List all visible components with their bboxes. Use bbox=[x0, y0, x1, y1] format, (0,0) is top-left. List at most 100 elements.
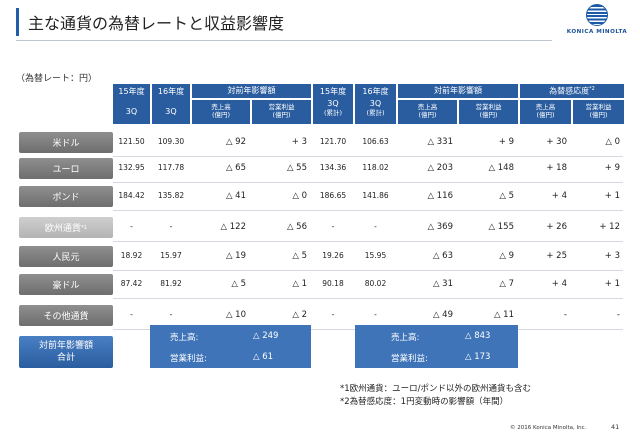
row-divider bbox=[113, 156, 623, 157]
table-cell-r15: - bbox=[130, 222, 133, 231]
total-box-quarter: 売上高: △ 249 営業利益: △ 61 bbox=[150, 325, 311, 368]
row-label: その他通貨 bbox=[19, 305, 113, 326]
table-cell-s: △ 92 bbox=[225, 137, 246, 147]
table-cell-c16: 106.63 bbox=[362, 137, 389, 146]
header-fy16-cum: 16年度 3Q (累計) bbox=[355, 84, 396, 124]
row-label: ポンド bbox=[19, 186, 113, 207]
page-title: 主な通貨の為替レートと収益影響度 bbox=[28, 14, 285, 33]
table-cell-ss: + 30 bbox=[546, 137, 567, 147]
total-cum-sales-label: 売上高: bbox=[391, 333, 420, 343]
table-cell-co: △ 7 bbox=[499, 279, 514, 289]
table-cell-cs: △ 116 bbox=[427, 191, 453, 201]
table-cell-o: △ 2 bbox=[292, 310, 307, 320]
total-cum-sales-value: △ 843 bbox=[465, 331, 491, 341]
title-underline bbox=[16, 40, 552, 41]
table-cell-c15: - bbox=[331, 310, 335, 319]
table-cell-c15: 121.70 bbox=[319, 137, 347, 146]
table-cell-cs: △ 31 bbox=[432, 279, 453, 289]
table-cell-so: + 9 bbox=[604, 163, 620, 173]
table-cell-s: △ 10 bbox=[225, 310, 246, 320]
header-sens-op: 営業利益 (億円) bbox=[573, 100, 624, 124]
table-cell-c15: 186.65 bbox=[319, 191, 347, 200]
table-cell-co: △ 9 bbox=[499, 251, 514, 261]
total-q-sales-value: △ 249 bbox=[253, 331, 279, 341]
total-q-op-value: △ 61 bbox=[253, 352, 274, 362]
table-cell-o: △ 55 bbox=[286, 163, 307, 173]
table-cell-cs: △ 369 bbox=[427, 222, 453, 232]
copyright: © 2016 Konica Minolta, Inc. bbox=[510, 425, 587, 431]
table-cell-r16: 109.30 bbox=[157, 137, 185, 146]
row-label: 欧州通貨 *1 bbox=[19, 217, 113, 238]
row-label: 豪ドル bbox=[19, 274, 113, 295]
table-cell-r16: - bbox=[169, 310, 173, 319]
table-cell-co: △ 148 bbox=[488, 163, 514, 173]
table-cell-s: △ 65 bbox=[225, 163, 246, 173]
row-divider bbox=[113, 270, 623, 271]
table-cell-co: △ 5 bbox=[499, 191, 514, 201]
header-fy15-cum: 15年度 3Q (累計) bbox=[313, 84, 353, 124]
table-cell-so: - bbox=[616, 310, 620, 320]
table-cell-r15: - bbox=[130, 310, 133, 319]
table-cell-r15: 184.42 bbox=[118, 191, 145, 200]
table-cell-r15: 87.42 bbox=[120, 279, 143, 288]
row-label: 米ドル bbox=[19, 132, 113, 153]
table-cell-c16: - bbox=[374, 310, 377, 319]
table-cell-cs: △ 203 bbox=[427, 163, 453, 173]
total-cum-op-label: 営業利益: bbox=[391, 354, 428, 364]
table-cell-c16: 15.95 bbox=[364, 251, 387, 260]
table-cell-so: △ 0 bbox=[605, 137, 620, 147]
table-cell-c16: 80.02 bbox=[364, 279, 387, 288]
table-cell-so: + 1 bbox=[604, 191, 620, 201]
company-logo: KONICA MINOLTA bbox=[565, 4, 629, 44]
table-cell-so: + 12 bbox=[599, 222, 620, 232]
table-cell-o: + 3 bbox=[291, 137, 307, 147]
table-cell-so: + 3 bbox=[604, 251, 620, 261]
header-op-profit-cum: 営業利益 (億円) bbox=[459, 100, 518, 124]
unit-note: （為替レート：円） bbox=[16, 74, 98, 84]
table-cell-s: △ 5 bbox=[231, 279, 246, 289]
table-cell-ss: + 4 bbox=[551, 279, 567, 289]
page-number: 41 bbox=[611, 423, 620, 431]
total-box-cumulative: 売上高: △ 843 営業利益: △ 173 bbox=[355, 325, 518, 368]
table-cell-ss: + 25 bbox=[546, 251, 567, 261]
header-impact-yoy-cum: 対前年影響額 bbox=[398, 84, 518, 98]
table-cell-c15: 19.26 bbox=[322, 251, 344, 260]
table-cell-c16: - bbox=[374, 222, 377, 231]
header-op-profit: 営業利益 (億円) bbox=[252, 100, 311, 124]
table-cell-o: △ 0 bbox=[292, 191, 307, 201]
title-accent bbox=[16, 8, 19, 36]
table-cell-s: △ 41 bbox=[225, 191, 246, 201]
title-bar: 主な通貨の為替レートと収益影響度 bbox=[0, 0, 640, 46]
row-divider bbox=[113, 298, 623, 299]
table-cell-r16: 15.97 bbox=[160, 251, 182, 260]
footnote-1: *1欧州通貨：ユーロ/ポンド以外の欧州通貨も含む bbox=[340, 384, 532, 394]
table-cell-r15: 121.50 bbox=[118, 137, 145, 146]
header-sales-cum: 売上高 (億円) bbox=[398, 100, 457, 124]
total-cum-op-value: △ 173 bbox=[465, 352, 491, 362]
table-cell-cs: △ 63 bbox=[432, 251, 453, 261]
table-cell-r15: 18.92 bbox=[120, 251, 143, 260]
table-cell-co: + 9 bbox=[498, 137, 514, 147]
table-cell-co: △ 11 bbox=[493, 310, 514, 320]
table-cell-cs: △ 331 bbox=[427, 137, 453, 147]
logo-text: KONICA MINOLTA bbox=[566, 29, 628, 35]
row-label: ユーロ bbox=[19, 158, 113, 179]
total-q-sales-label: 売上高: bbox=[170, 333, 199, 343]
header-fy16: 16年度 3Q bbox=[152, 84, 190, 124]
table-cell-r16: 135.82 bbox=[157, 191, 185, 200]
table-cell-c15: 134.36 bbox=[319, 163, 347, 172]
row-divider bbox=[113, 241, 623, 242]
table-cell-o: △ 56 bbox=[286, 222, 307, 232]
table-cell-cs: △ 49 bbox=[432, 310, 453, 320]
table-cell-ss: + 26 bbox=[546, 222, 567, 232]
table-cell-o: △ 5 bbox=[292, 251, 307, 261]
globe-icon bbox=[586, 4, 608, 26]
footnote-2: *2為替感応度：1円変動時の影響額（年間） bbox=[340, 397, 509, 407]
total-q-op-label: 営業利益: bbox=[170, 354, 207, 364]
row-divider bbox=[113, 182, 623, 183]
table-cell-c16: 118.02 bbox=[362, 163, 389, 172]
table-cell-r15: 132.95 bbox=[118, 163, 145, 172]
table-cell-c16: 141.86 bbox=[362, 191, 389, 200]
row-divider bbox=[113, 210, 623, 211]
table-cell-s: △ 19 bbox=[225, 251, 246, 261]
